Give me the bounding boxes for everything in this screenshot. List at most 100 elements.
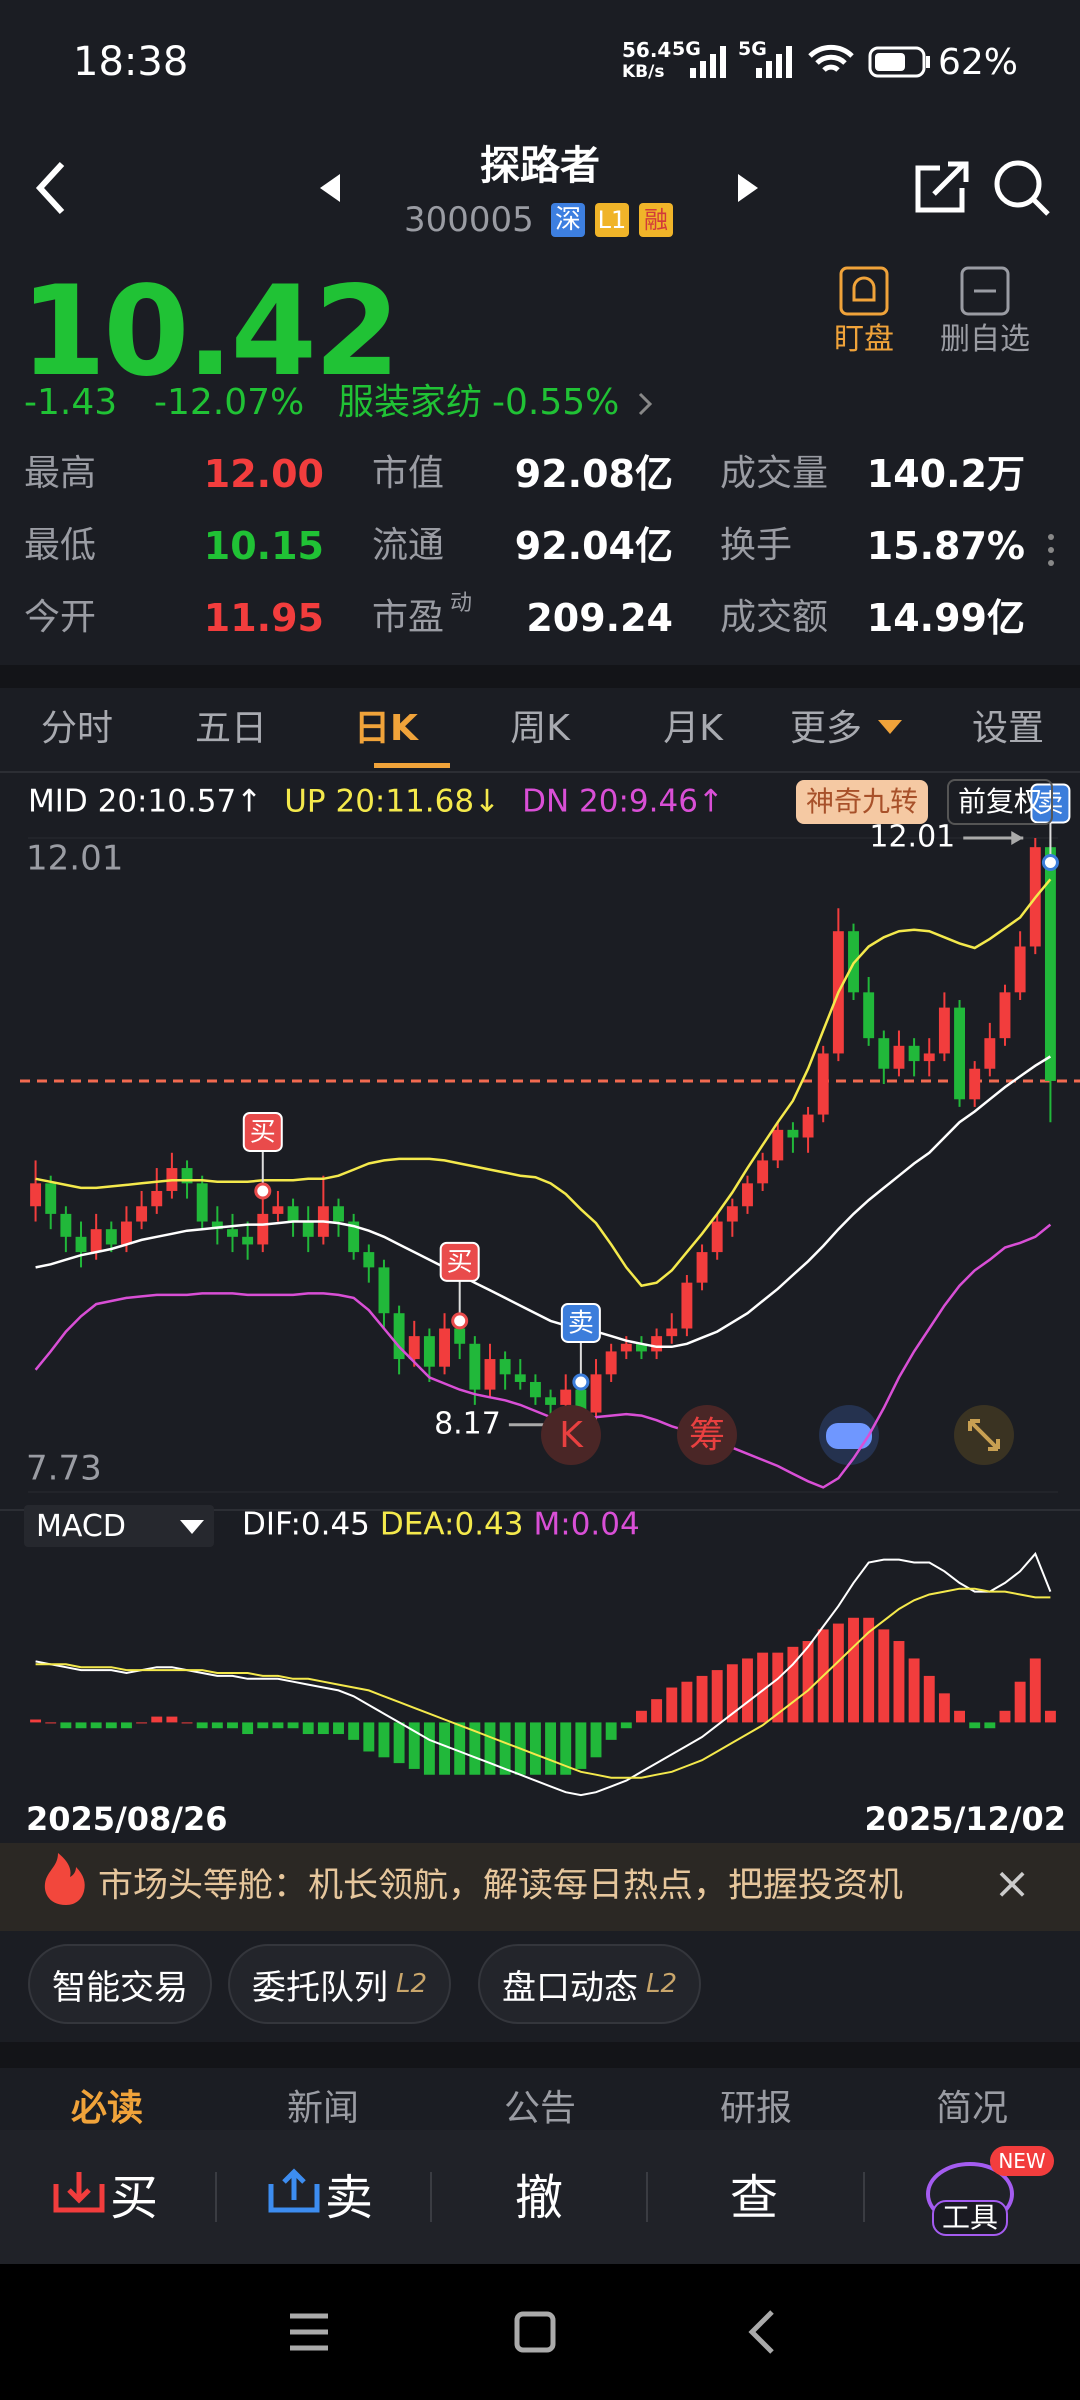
back-icon[interactable] — [35, 161, 65, 215]
macd-bar — [590, 1722, 602, 1758]
margin-badge: 融 — [639, 203, 673, 237]
macd-bar — [636, 1710, 647, 1723]
period-tab[interactable]: 更多 — [789, 708, 863, 749]
net-speed: 56.4 — [622, 38, 672, 62]
macd-bar — [893, 1641, 905, 1723]
chart-tool[interactable]: K — [559, 1415, 584, 1456]
signal-bubble — [242, 1111, 283, 1152]
candle-body — [454, 1328, 466, 1344]
level-tag: L2 — [646, 1969, 678, 1999]
chart-tool[interactable]: 筹 — [689, 1415, 725, 1456]
period-tab[interactable]: 周K — [510, 708, 570, 749]
more-icon[interactable] — [878, 720, 902, 734]
signal-label: 卖 — [1037, 789, 1063, 819]
macd-bar — [136, 1722, 148, 1724]
sell-button[interactable]: 卖 — [325, 2170, 374, 2226]
net-unit: KB/s — [622, 62, 665, 82]
remove-icon[interactable] — [960, 266, 1010, 316]
trade-button[interactable]: 智能交易 — [28, 1944, 212, 2024]
trade-button[interactable]: 盘口动态 L2 — [478, 1944, 702, 2024]
cancel-button[interactable]: 撤 — [514, 2170, 564, 2226]
banner-text[interactable]: 市场头等舱：机长领航，解读每日热点，把握投资机 — [98, 1868, 904, 1904]
prev-icon[interactable] — [320, 174, 340, 202]
period-tab[interactable]: 五日 — [194, 708, 268, 749]
buy-icon[interactable] — [53, 2172, 105, 2213]
candle-body — [75, 1236, 87, 1253]
period-tab[interactable]: 分时 — [40, 708, 114, 749]
candle-body — [499, 1359, 511, 1375]
candle-body — [908, 1045, 920, 1062]
expand-icon[interactable] — [954, 1405, 1014, 1465]
macd-bar — [75, 1722, 87, 1729]
price-change: -1.43 — [24, 382, 118, 423]
stat-value: 11.95 — [203, 596, 324, 640]
watch-icon[interactable] — [839, 266, 889, 316]
stat-label: 成交量 — [720, 453, 829, 494]
game-icon[interactable] — [819, 1405, 879, 1465]
stat-value: 209.24 — [526, 596, 673, 640]
sell-icon[interactable] — [268, 2168, 320, 2213]
macd-bar — [242, 1722, 254, 1735]
trade-button[interactable]: 委托队列 L2 — [228, 1944, 452, 2024]
period-tab[interactable]: 月K — [663, 708, 723, 749]
remove-button[interactable]: 删自选 — [940, 322, 1030, 357]
share-icon[interactable] — [915, 161, 969, 213]
macd-bar — [393, 1722, 405, 1764]
nav-icons[interactable] — [290, 2310, 774, 2354]
macd-bar — [545, 1722, 557, 1775]
search-icon[interactable] — [994, 160, 1050, 216]
candle-body — [817, 1053, 829, 1115]
query-button[interactable]: 查 — [729, 2170, 779, 2226]
period-tab[interactable]: 设置 — [971, 708, 1045, 749]
sector[interactable]: 服装家纺 — [338, 382, 483, 423]
macd-bar — [302, 1722, 314, 1735]
buy-button[interactable]: 买 — [110, 2170, 159, 2226]
news-tab[interactable]: 简况 — [935, 2088, 1009, 2129]
candle-body — [136, 1206, 148, 1222]
candle-body — [787, 1129, 799, 1138]
more-dots[interactable] — [1046, 532, 1056, 568]
signal-bubble — [439, 1241, 480, 1282]
x-start-label: 2025/08/26 — [26, 1800, 228, 1838]
new-badge: NEW — [998, 2149, 1046, 2173]
candle-body — [726, 1206, 738, 1222]
news-tab[interactable]: 研报 — [719, 2088, 793, 2129]
macd-bar — [651, 1699, 663, 1723]
banner-close[interactable]: × — [993, 1858, 1031, 1909]
level-tag: L2 — [396, 1969, 428, 1999]
candle-body — [620, 1343, 632, 1352]
signal-dot — [1041, 853, 1059, 871]
dropdown-icon[interactable] — [180, 1520, 204, 1534]
magic-nine-button[interactable]: 神奇九转 — [795, 780, 929, 824]
stat-value: 140.2万 — [866, 452, 1025, 496]
signal-marker: 买 — [439, 1241, 480, 1330]
macd-bar — [620, 1722, 632, 1729]
macd-bar — [105, 1722, 117, 1729]
annotation-label: 8.17 — [434, 1406, 501, 1441]
macd-bar — [696, 1675, 708, 1723]
watch-button[interactable]: 盯盘 — [834, 322, 894, 357]
macd-bar — [954, 1710, 965, 1723]
candle-body — [590, 1374, 602, 1413]
news-tab[interactable]: 必读 — [70, 2088, 144, 2129]
stock-code: 300005 — [404, 200, 534, 240]
macd-bar — [151, 1716, 163, 1723]
news-tab[interactable]: 公告 — [503, 2088, 577, 2129]
macd-indicator[interactable]: MACD — [36, 1509, 126, 1544]
chart-tool-bg — [541, 1405, 601, 1465]
period-tab[interactable]: 日K — [354, 708, 418, 749]
signal-label: 卖 — [568, 1308, 594, 1338]
tools-button[interactable]: 工具 — [931, 2200, 1009, 2236]
macd-bar — [469, 1722, 481, 1775]
market-badge: 深 — [551, 203, 585, 237]
macd-bar — [121, 1722, 132, 1729]
candle-body — [121, 1221, 132, 1245]
candle-body — [636, 1343, 647, 1352]
next-icon[interactable] — [738, 174, 758, 202]
macd-legend-item: M:0.04 — [533, 1506, 640, 1543]
news-tab[interactable]: 新闻 — [286, 2088, 360, 2129]
adjust-button[interactable]: 前复权 — [946, 779, 1054, 825]
stat-label: 最高 — [24, 453, 97, 494]
macd-select[interactable] — [24, 1505, 214, 1547]
candle-body — [378, 1267, 390, 1314]
